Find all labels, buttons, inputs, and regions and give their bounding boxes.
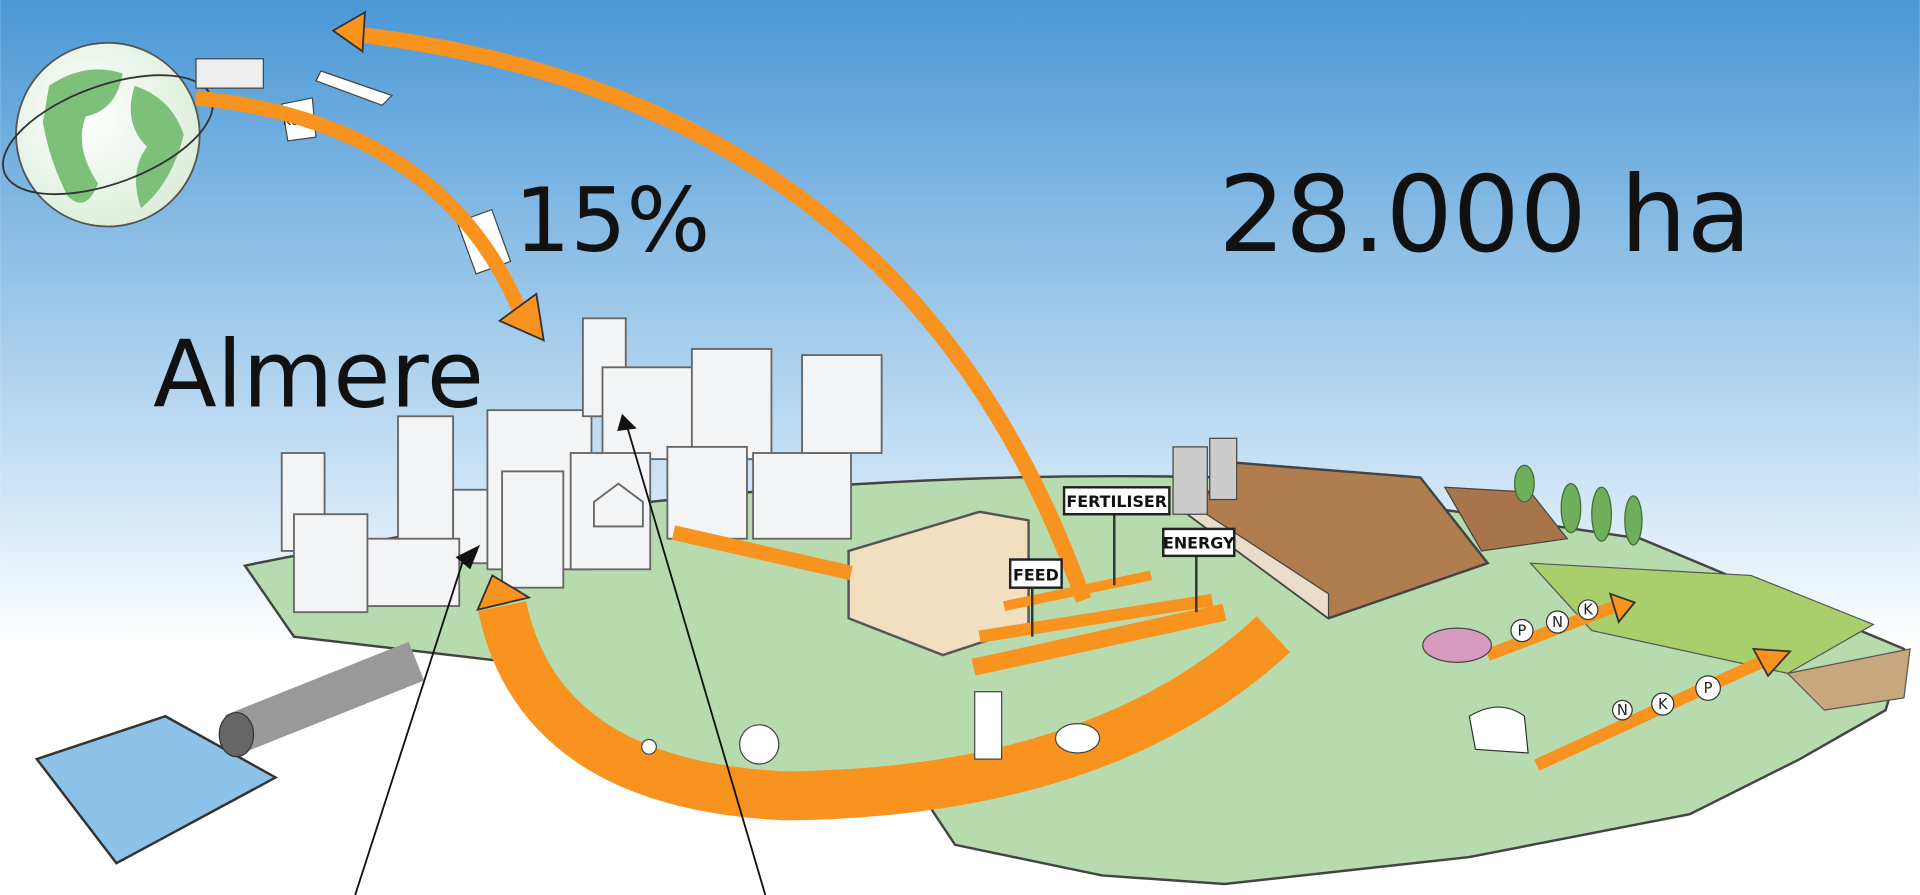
nutrient-label: N — [1552, 614, 1563, 631]
sign — [1162, 527, 1236, 558]
pipe — [225, 641, 425, 754]
field — [1786, 648, 1911, 711]
nutrients-cow: N K P — [1611, 675, 1721, 721]
food-items — [641, 691, 1101, 765]
city — [280, 317, 883, 614]
pointer-head — [455, 544, 481, 570]
pipe-end — [218, 711, 255, 758]
nutrient-label: P — [1518, 622, 1527, 639]
nutrient — [1651, 692, 1675, 716]
nutrient — [1577, 599, 1599, 621]
share-label: 15% — [514, 169, 710, 272]
pointer-line — [354, 553, 467, 895]
water-basin — [34, 714, 279, 865]
nutrient-label: P — [1704, 680, 1713, 697]
nutrient-label: N — [1617, 702, 1628, 719]
sign — [1062, 486, 1171, 516]
pig — [1422, 627, 1492, 663]
nutrients-pig: P N K — [1510, 599, 1599, 643]
nutrient — [1695, 675, 1721, 701]
city-label: Almere — [153, 320, 484, 428]
sign-label: ENERGY — [1163, 534, 1235, 553]
area-label: 28.000 ha — [1218, 153, 1751, 276]
nutrient-label: K — [1658, 696, 1668, 713]
sign-label: FEED — [1013, 565, 1059, 584]
pointer-line — [626, 425, 767, 895]
nutrient — [1545, 610, 1570, 634]
sign-label: FERTILISER — [1066, 492, 1167, 511]
pointer-head — [617, 413, 637, 431]
nutrient — [1611, 699, 1633, 721]
trees — [1514, 464, 1643, 546]
nutrient — [1510, 618, 1534, 643]
sign — [1008, 558, 1063, 589]
barn — [1172, 437, 1569, 620]
cow — [1468, 706, 1529, 754]
nutrient-label: K — [1583, 602, 1593, 619]
signs: FEED FERTILISER ENERGY — [1008, 486, 1236, 637]
